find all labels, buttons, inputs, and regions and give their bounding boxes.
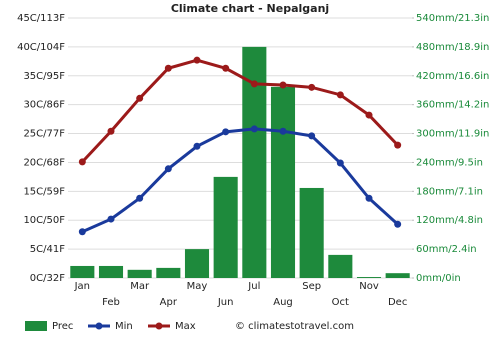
y-tick-label: 15C/59F xyxy=(23,186,65,197)
y2-tick-label: 420mm/16.6in xyxy=(416,71,489,82)
point xyxy=(250,80,258,88)
line xyxy=(81,127,399,234)
point xyxy=(336,91,344,99)
legend-label: Prec xyxy=(52,321,73,332)
y-tick-label: 40C/104F xyxy=(17,42,65,53)
x-tick-label: Nov xyxy=(359,281,379,292)
y2-tick-label: 300mm/11.9in xyxy=(416,129,489,140)
y-tick-label: 10C/50F xyxy=(23,215,65,226)
point xyxy=(107,127,115,135)
bar xyxy=(356,277,382,278)
y-tick-label: 45C/113F xyxy=(17,13,65,24)
legend-swatch xyxy=(95,322,103,330)
bar xyxy=(270,86,296,278)
point xyxy=(394,141,402,149)
x-tick-label: Sep xyxy=(302,281,321,292)
watermark: © climatestotravel.com xyxy=(235,321,354,332)
bar xyxy=(213,176,238,278)
bar xyxy=(328,254,353,278)
y-tick-label: 0C/32F xyxy=(30,273,65,284)
y2-tick-label: 120mm/4.8in xyxy=(416,215,483,226)
y2-tick-label: 180mm/7.1in xyxy=(416,186,483,197)
y-tick-label: 5C/41F xyxy=(30,244,65,255)
y2-tick-label: 60mm/2.4in xyxy=(416,244,477,255)
point xyxy=(336,159,344,167)
point xyxy=(78,158,86,166)
point xyxy=(308,132,316,140)
bar xyxy=(98,265,124,278)
x-tick-label: May xyxy=(187,281,208,292)
x-tick-label: Oct xyxy=(332,297,349,308)
bar xyxy=(156,267,181,278)
y-tick-label: 25C/77F xyxy=(23,129,65,140)
point xyxy=(107,215,115,223)
line xyxy=(81,58,399,163)
x-tick-label: Mar xyxy=(130,281,150,292)
legend-swatch xyxy=(155,322,163,330)
point xyxy=(136,194,144,202)
point xyxy=(365,111,373,119)
point xyxy=(222,64,230,72)
point xyxy=(193,56,201,64)
y2-tick-label: 240mm/9.5in xyxy=(416,157,483,168)
point xyxy=(164,165,172,173)
y2-tick-label: 540mm/21.3in xyxy=(416,13,489,24)
legend-label: Max xyxy=(175,321,196,332)
bar xyxy=(299,187,324,278)
point xyxy=(164,64,172,72)
bar xyxy=(184,249,210,278)
bar xyxy=(385,273,410,278)
point xyxy=(136,94,144,102)
y2-tick-label: 0mm/0in xyxy=(416,273,461,284)
legend-swatch xyxy=(25,321,47,331)
point xyxy=(279,81,287,89)
point xyxy=(308,83,316,91)
point xyxy=(222,128,230,136)
y-tick-label: 35C/95F xyxy=(23,71,65,82)
point xyxy=(193,142,201,150)
y2-tick-label: 480mm/18.9in xyxy=(416,42,489,53)
x-tick-label: Feb xyxy=(102,297,120,308)
legend-label: Min xyxy=(115,321,133,332)
point xyxy=(250,125,258,133)
x-tick-label: Apr xyxy=(160,297,178,308)
x-tick-label: Jun xyxy=(217,297,234,308)
point xyxy=(78,228,86,236)
x-tick-label: Jan xyxy=(74,281,90,292)
bar xyxy=(70,265,95,278)
point xyxy=(279,127,287,135)
y-tick-label: 20C/68F xyxy=(23,157,65,168)
x-tick-label: Dec xyxy=(388,297,407,308)
point xyxy=(365,194,373,202)
x-tick-label: Aug xyxy=(273,297,293,308)
chart-title: Climate chart - Nepalganj xyxy=(171,2,329,15)
x-tick-label: Jul xyxy=(247,281,260,292)
bar xyxy=(127,269,152,278)
y2-tick-label: 360mm/14.2in xyxy=(416,100,489,111)
point xyxy=(394,220,402,228)
y-tick-label: 30C/86F xyxy=(23,100,65,111)
